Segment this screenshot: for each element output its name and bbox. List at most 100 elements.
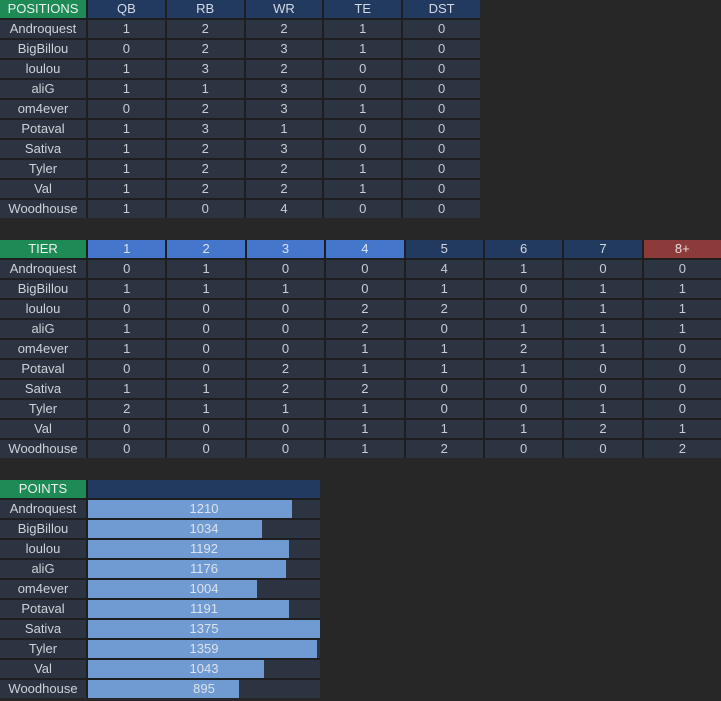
tier-title: TIER — [0, 240, 86, 258]
stat-cell: 0 — [484, 400, 563, 418]
team-label: Potaval — [0, 360, 86, 378]
stat-cell: 1 — [564, 340, 642, 358]
points-bar-track: 895 — [88, 680, 320, 698]
team-label: Androquest — [0, 260, 86, 278]
stat-cell: 0 — [324, 200, 402, 218]
stat-cell: 1 — [405, 340, 483, 358]
stat-cell: 1 — [88, 140, 165, 158]
column-header-2: 2 — [167, 240, 245, 258]
team-label: Androquest — [0, 20, 86, 38]
team-label: BigBillou — [0, 280, 86, 298]
stat-cell: 1 — [88, 320, 166, 338]
points-bar-track: 1191 — [88, 600, 320, 618]
stat-cell: 0 — [643, 340, 721, 358]
stat-cell: 1 — [246, 280, 325, 298]
team-label: Woodhouse — [0, 680, 86, 698]
column-header-7: 7 — [564, 240, 642, 258]
stat-cell: 1 — [88, 60, 165, 78]
stat-cell: 0 — [643, 400, 721, 418]
stat-cell: 2 — [166, 180, 244, 198]
points-value: 1359 — [189, 641, 219, 656]
stat-cell: 0 — [246, 440, 325, 458]
stat-cell: 0 — [484, 440, 563, 458]
stat-cell: 0 — [326, 260, 404, 278]
points-bar-track: 1375 — [88, 620, 320, 638]
points-bar — [88, 580, 258, 598]
stat-cell: 4 — [405, 260, 483, 278]
points-title: POINTS — [0, 480, 86, 498]
stat-cell: 0 — [403, 40, 480, 58]
stat-cell: 1 — [88, 180, 165, 198]
stat-cell: 0 — [405, 380, 483, 398]
points-bar — [88, 540, 290, 558]
positions-table: POSITIONS QB RB WR TE DST Androquest 1 2 2 1 0 BigB… — [0, 0, 480, 218]
stat-cell: 1 — [246, 400, 325, 418]
stat-cell: 0 — [484, 300, 563, 318]
stat-cell: 1 — [88, 380, 166, 398]
team-label: Potaval — [0, 120, 86, 138]
points-value: 1191 — [190, 601, 218, 616]
stat-cell: 0 — [324, 80, 402, 98]
points-value: 895 — [193, 681, 215, 696]
team-label: aliG — [0, 80, 86, 98]
tier-table: TIER 1 2 3 4 5 6 7 8+ Androquest 0 1 0 0 4 1 0 0 BigBillo… — [0, 240, 721, 458]
stat-cell: 1 — [167, 280, 245, 298]
points-bar-chart: POINTS Androquest 1210 BigBillou 1034 loulou… — [0, 480, 320, 698]
column-header-4: 4 — [326, 240, 404, 258]
stat-cell: 1 — [484, 360, 563, 378]
stat-cell: 2 — [166, 140, 244, 158]
stat-cell: 2 — [166, 40, 244, 58]
stat-cell: 1 — [405, 280, 483, 298]
stat-cell: 0 — [405, 320, 483, 338]
team-label: Woodhouse — [0, 440, 86, 458]
stat-cell: 0 — [403, 180, 480, 198]
stat-cell: 0 — [167, 340, 245, 358]
team-label: Val — [0, 660, 86, 678]
stat-cell: 1 — [88, 200, 165, 218]
stat-cell: 2 — [326, 300, 404, 318]
stat-cell: 0 — [88, 420, 166, 438]
team-label: loulou — [0, 300, 86, 318]
points-bar — [88, 640, 318, 658]
team-label: aliG — [0, 560, 86, 578]
stat-cell: 0 — [88, 260, 166, 278]
stat-cell: 1 — [643, 300, 721, 318]
stat-cell: 1 — [484, 420, 563, 438]
points-bar — [88, 680, 239, 698]
column-header-1: 1 — [88, 240, 166, 258]
stat-cell: 1 — [88, 120, 165, 138]
stat-cell: 0 — [324, 140, 402, 158]
points-value: 1043 — [189, 661, 219, 676]
stat-cell: 0 — [167, 320, 245, 338]
team-label: Sativa — [0, 380, 86, 398]
stat-cell: 1 — [245, 120, 323, 138]
stat-cell: 2 — [326, 320, 404, 338]
column-header-qb: QB — [88, 0, 165, 18]
column-header-dst: DST — [403, 0, 480, 18]
team-label: Tyler — [0, 640, 86, 658]
points-bar-track: 1004 — [88, 580, 320, 598]
points-value: 1210 — [189, 501, 219, 516]
stat-cell: 1 — [88, 20, 165, 38]
points-value: 1192 — [190, 541, 218, 556]
team-label: Sativa — [0, 620, 86, 638]
stat-cell: 2 — [564, 420, 642, 438]
points-bar-track: 1043 — [88, 660, 320, 678]
stat-cell: 2 — [88, 400, 166, 418]
stat-cell: 3 — [166, 120, 244, 138]
stat-cell: 0 — [403, 160, 480, 178]
stat-cell: 0 — [88, 100, 165, 118]
stat-cell: 1 — [326, 340, 404, 358]
stat-cell: 0 — [403, 200, 480, 218]
stat-cell: 1 — [167, 380, 245, 398]
stat-cell: 2 — [166, 20, 244, 38]
stat-cell: 2 — [246, 380, 325, 398]
stat-cell: 0 — [88, 300, 166, 318]
stat-cell: 1 — [88, 280, 166, 298]
stat-cell: 1 — [324, 160, 402, 178]
stat-cell: 0 — [564, 380, 642, 398]
column-header-rb: RB — [166, 0, 244, 18]
points-bar-track: 1192 — [88, 540, 320, 558]
stat-cell: 0 — [166, 200, 244, 218]
stat-cell: 1 — [167, 400, 245, 418]
